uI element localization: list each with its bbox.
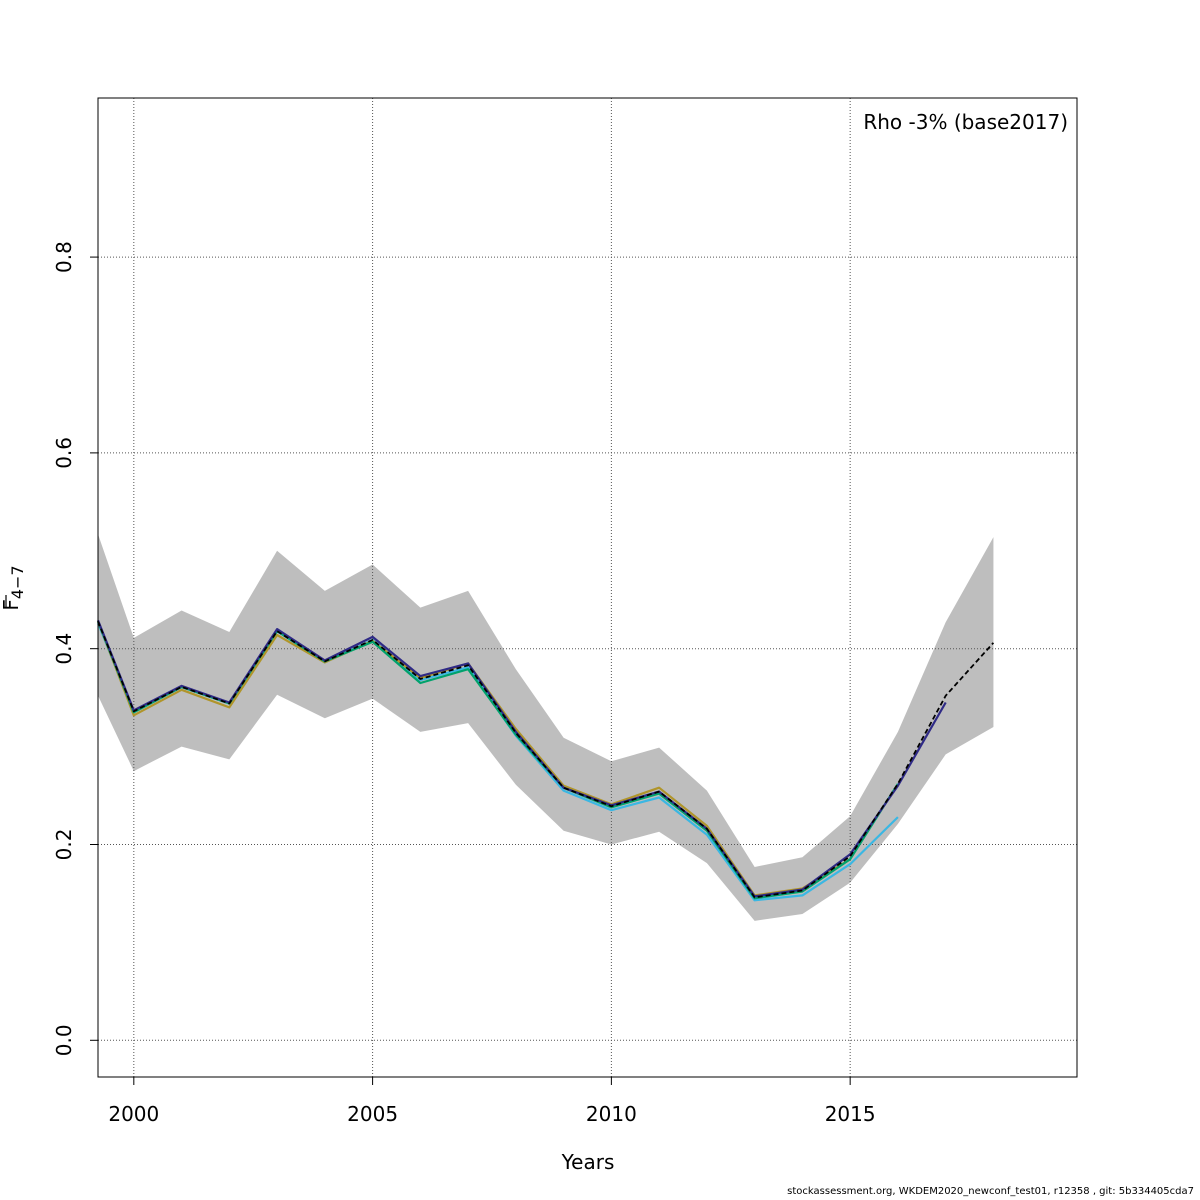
chart-annotation: Rho -3% (base2017): [863, 110, 1068, 134]
y-tick-label: 0.0: [52, 1024, 76, 1056]
x-tick-label: 2010: [586, 1102, 637, 1126]
y-tick-label: 0.6: [52, 437, 76, 469]
axis-layer: 2000 2005 2010 2015 0.0 0.2 0.4 0.6 0.8: [52, 241, 876, 1126]
confidence-band-layer: [98, 534, 994, 921]
y-tick-label: 0.8: [52, 241, 76, 273]
x-tick-label: 2015: [825, 1102, 876, 1126]
y-axis-title-main: F: [0, 599, 23, 611]
grid-layer: [98, 98, 1077, 1077]
y-axis-title: F4−7: [0, 565, 27, 610]
svg-text:F4−7: F4−7: [0, 565, 27, 610]
x-tick-label: 2000: [108, 1102, 159, 1126]
y-tick-label: 0.4: [52, 633, 76, 665]
x-axis-title: Years: [561, 1150, 615, 1174]
series-line-5: [97, 620, 995, 899]
plot-frame: [97, 97, 1078, 1078]
x-tick-label: 2005: [347, 1102, 398, 1126]
y-tick-label: 0.2: [52, 829, 76, 861]
series-layer: [96, 619, 995, 902]
confidence-band: [98, 534, 994, 921]
y-axis-title-subscript: 4−7: [8, 565, 27, 599]
footer-note: stockassessment.org, WKDEM2020_newconf_t…: [787, 1186, 1194, 1197]
